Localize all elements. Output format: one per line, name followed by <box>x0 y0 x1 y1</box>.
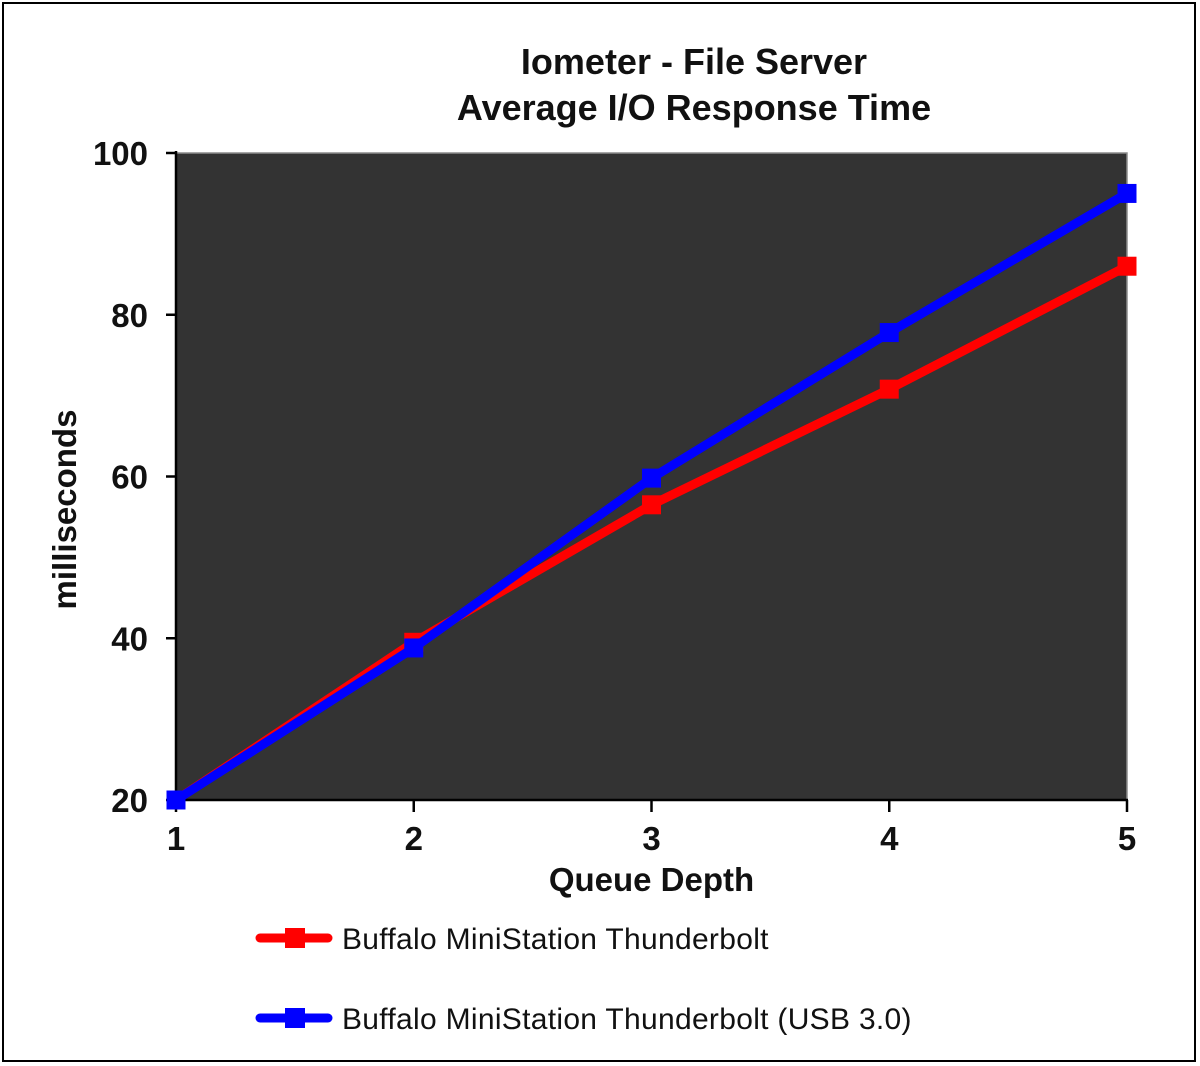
x-axis-label: Queue Depth <box>549 861 754 898</box>
data-point <box>404 638 424 658</box>
data-point <box>1117 183 1137 203</box>
series-layer <box>166 183 1137 810</box>
x-tick-label: 2 <box>405 820 423 857</box>
legend-label: Buffalo MiniStation Thunderbolt <box>342 923 769 956</box>
legend-swatch-marker <box>285 1008 305 1028</box>
legend-item: Buffalo MiniStation Thunderbolt (USB 3.0… <box>255 1003 912 1036</box>
x-tick-label: 1 <box>167 820 185 857</box>
legend-item: Buffalo MiniStation Thunderbolt <box>255 923 769 956</box>
data-point <box>166 790 186 810</box>
chart-title: Iometer - File Server <box>521 41 867 82</box>
y-tick-label: 100 <box>93 135 148 172</box>
data-point <box>642 468 661 488</box>
x-tick-label: 5 <box>1118 820 1136 857</box>
data-point <box>1117 256 1137 276</box>
legend-swatch-marker <box>285 928 305 948</box>
y-tick-label: 40 <box>111 620 148 657</box>
series-2 <box>166 183 1137 810</box>
x-tick-label: 3 <box>642 820 660 857</box>
data-point <box>879 379 899 399</box>
x-tick-label: 4 <box>880 820 899 857</box>
data-point <box>642 495 661 515</box>
y-axis-label: milliseconds <box>46 410 83 610</box>
legend: Buffalo MiniStation Thunderbolt Buffalo M… <box>255 923 912 1036</box>
y-tick-label: 80 <box>111 297 148 334</box>
data-point <box>879 323 899 343</box>
chart-subtitle: Average I/O Response Time <box>457 87 931 128</box>
y-tick-label: 20 <box>111 782 148 819</box>
legend-label: Buffalo MiniStation Thunderbolt (USB 3.0… <box>342 1003 912 1036</box>
y-tick-label: 60 <box>111 459 148 496</box>
tick-labels: 20 40 60 80 100 1 2 3 4 5 <box>93 135 1136 857</box>
